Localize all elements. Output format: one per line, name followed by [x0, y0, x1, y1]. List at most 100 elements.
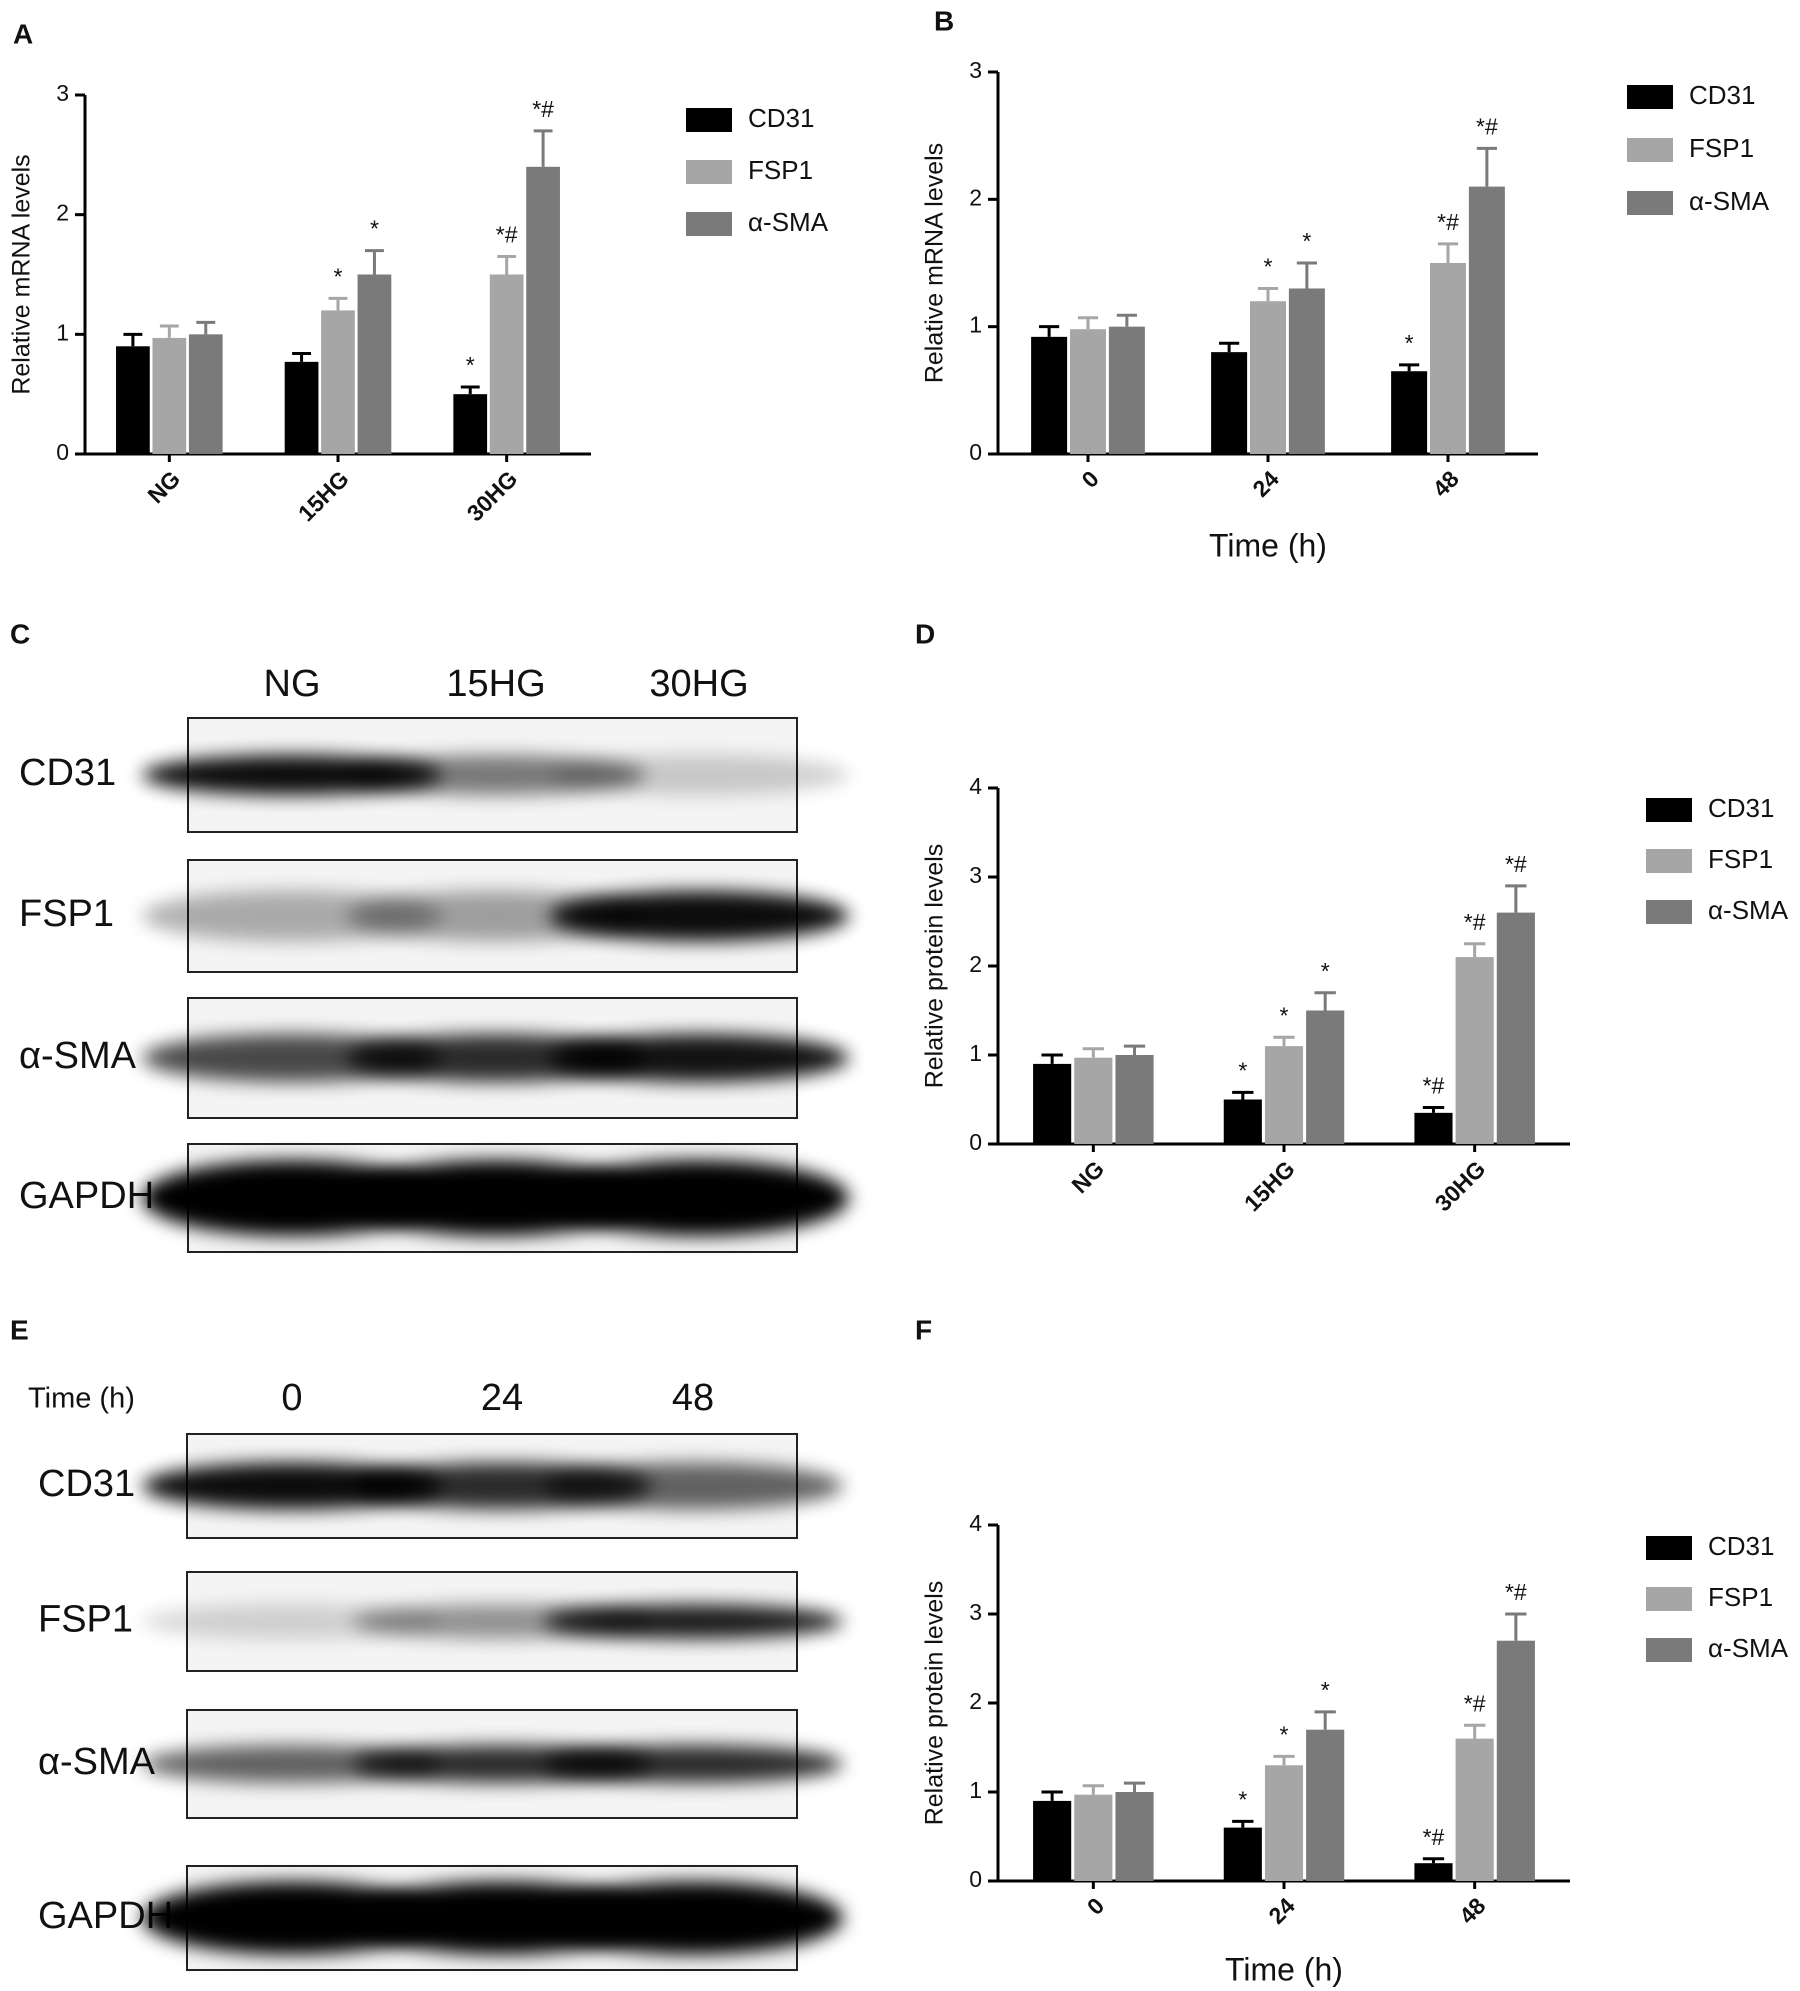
bar — [1306, 1729, 1345, 1881]
bar — [1455, 1738, 1494, 1881]
panel-label: D — [915, 618, 935, 649]
lane-label: 0 — [281, 1377, 302, 1419]
significance-label: *# — [1464, 909, 1486, 935]
significance-label: * — [1238, 1057, 1247, 1083]
y-tick-label: 1 — [969, 1777, 982, 1803]
error-bar — [1399, 363, 1420, 372]
y-tick-label: 1 — [969, 1040, 982, 1066]
legend-label: CD31 — [1708, 1531, 1774, 1561]
error-bar — [1232, 1819, 1254, 1828]
legend-swatch — [1627, 191, 1673, 215]
error-bar — [1314, 1710, 1336, 1730]
bar — [1414, 1863, 1453, 1881]
bar — [1496, 1640, 1535, 1881]
significance-label: *# — [1505, 1579, 1527, 1605]
error-bar — [497, 255, 517, 275]
error-bar — [1463, 942, 1486, 958]
legend-swatch — [1627, 85, 1673, 109]
error-bar — [1041, 1053, 1063, 1064]
legend-swatch — [1627, 138, 1673, 162]
band — [549, 890, 849, 942]
lane-label: 48 — [672, 1377, 714, 1419]
legend-swatch — [686, 160, 732, 184]
lane-label: NG — [264, 663, 321, 705]
legend-label: CD31 — [1689, 80, 1755, 110]
error-bar — [196, 320, 216, 335]
lane-label: 30HG — [649, 663, 748, 705]
legend-swatch — [686, 108, 732, 132]
bar — [1108, 326, 1145, 454]
x-tick-label: 15HG — [293, 465, 354, 526]
error-bar — [1039, 325, 1060, 337]
significance-label: * — [1302, 228, 1311, 254]
bar — [1223, 1099, 1262, 1144]
band — [543, 1604, 843, 1639]
significance-label: * — [1280, 1721, 1289, 1747]
y-tick-label: 2 — [56, 200, 69, 226]
error-bar — [1476, 146, 1497, 187]
bar — [1264, 1765, 1304, 1881]
row-label: α-SMA — [19, 1035, 137, 1077]
significance-label: * — [1264, 254, 1273, 280]
error-bar — [1077, 316, 1099, 330]
bar — [188, 334, 223, 454]
x-tick-label: 48 — [1427, 465, 1464, 502]
row-label: FSP1 — [38, 1599, 133, 1641]
bar — [526, 166, 560, 455]
bar — [1074, 1794, 1113, 1881]
error-bar — [1116, 313, 1137, 327]
x-tick-label: 0 — [1082, 1892, 1109, 1919]
bar — [1414, 1112, 1453, 1144]
band — [543, 1462, 843, 1510]
y-tick-label: 1 — [56, 319, 69, 345]
legend-label: α-SMA — [1708, 1633, 1789, 1663]
bar — [1223, 1827, 1262, 1881]
x-axis-label: Time (h) — [1209, 527, 1327, 563]
row-label: FSP1 — [19, 893, 114, 935]
error-bar — [159, 324, 179, 338]
significance-label: * — [1321, 1677, 1330, 1703]
row-label: GAPDH — [19, 1175, 154, 1217]
band — [142, 1745, 442, 1783]
error-bar — [1257, 286, 1279, 302]
y-tick-label: 4 — [969, 1510, 982, 1536]
band — [549, 755, 849, 795]
legend-label: FSP1 — [1708, 1582, 1773, 1612]
x-tick-label: NG — [142, 465, 185, 508]
band — [549, 1160, 849, 1236]
y-axis-label: Relative mRNA levels — [8, 154, 36, 394]
bar — [1115, 1792, 1154, 1881]
error-bar — [123, 332, 143, 347]
band — [142, 1462, 442, 1510]
error-bar — [1296, 261, 1317, 289]
error-bar — [364, 249, 384, 275]
bar — [1250, 301, 1286, 454]
lane-label: 15HG — [446, 663, 545, 705]
bar — [1211, 352, 1248, 454]
y-tick-label: 3 — [969, 1599, 982, 1625]
significance-label: *# — [1423, 1824, 1445, 1850]
legend-swatch — [1646, 1536, 1692, 1560]
error-bar — [1082, 1047, 1105, 1058]
legend-label: CD31 — [748, 103, 814, 133]
bar — [489, 274, 524, 454]
bar — [1455, 957, 1494, 1144]
band — [142, 1881, 442, 1955]
legend-label: CD31 — [1708, 793, 1774, 823]
panel-label: F — [915, 1314, 932, 1345]
significance-label: *# — [1437, 209, 1459, 235]
y-tick-label: 2 — [969, 951, 982, 977]
error-bar — [1219, 341, 1240, 353]
bar — [321, 310, 355, 454]
bar — [1031, 336, 1068, 454]
lane-label: 24 — [481, 1377, 523, 1419]
x-tick-label: NG — [1066, 1155, 1109, 1198]
error-bar — [1273, 1754, 1295, 1766]
error-bar — [1505, 884, 1527, 913]
x-tick-label: 15HG — [1239, 1155, 1300, 1216]
significance-label: *# — [1505, 851, 1527, 877]
error-bar — [1123, 1781, 1146, 1792]
legend-label: α-SMA — [1708, 895, 1789, 925]
band — [142, 1604, 442, 1639]
